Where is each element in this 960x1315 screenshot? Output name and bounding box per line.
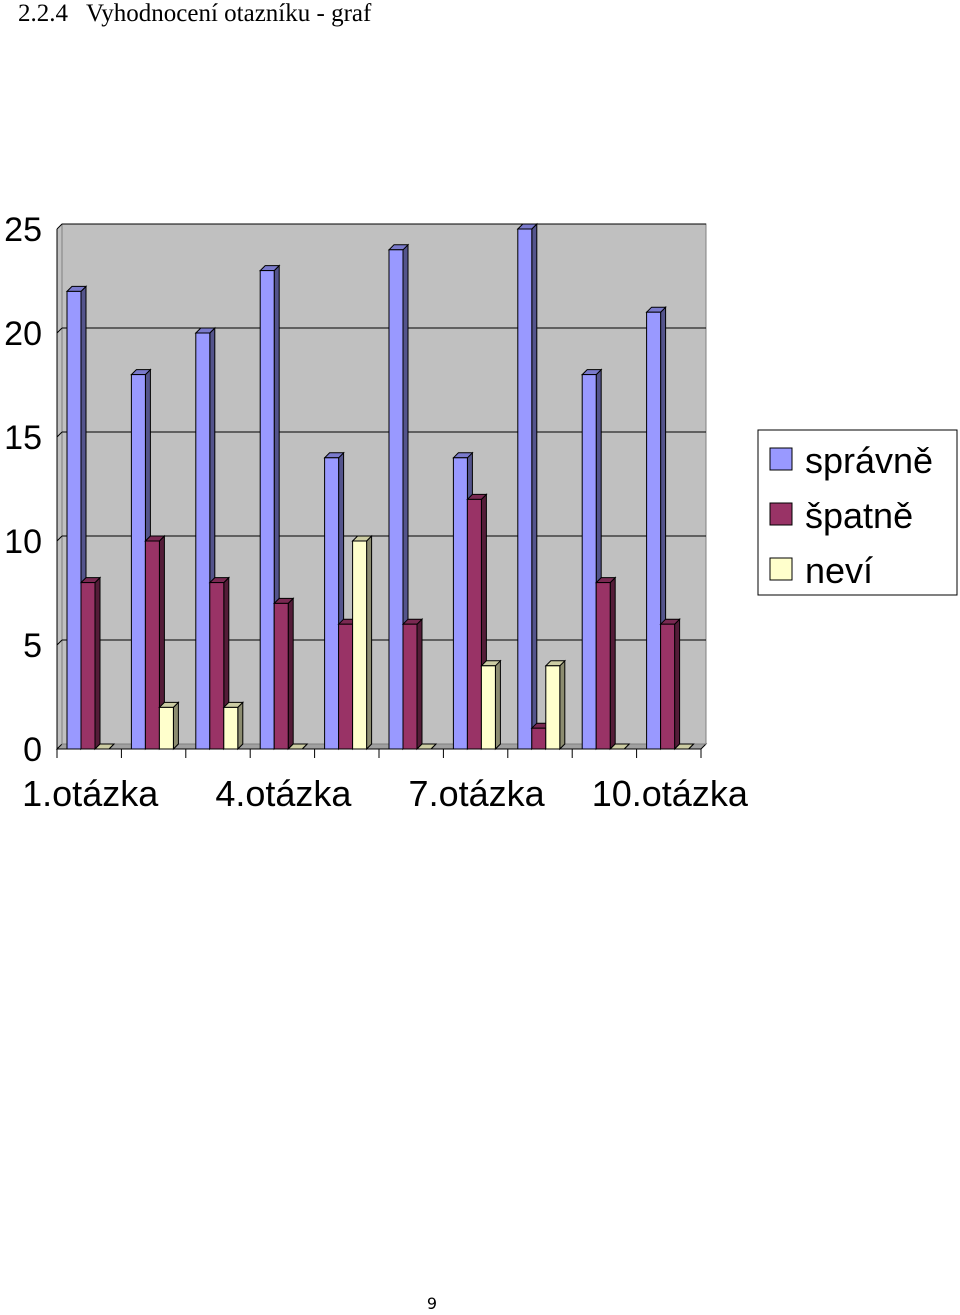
bar-4.otázka-neví: [286, 743, 309, 750]
bar-front: [80, 582, 96, 750]
bar-9.otázka-neví: [608, 743, 631, 750]
bar-side: [609, 576, 616, 751]
bar-10.otázka-neví: [673, 743, 695, 750]
bar-side: [494, 659, 501, 751]
bar-5.otázka-neví: [351, 534, 373, 751]
bar-front: [452, 457, 468, 750]
bar-front: [66, 290, 82, 750]
bar-3.otázka-neví: [222, 701, 245, 751]
bar-front: [402, 623, 418, 750]
bar-front: [209, 582, 225, 750]
bar-front: [545, 665, 561, 750]
bar-front: [480, 665, 496, 750]
y-tick-label: 0: [23, 731, 42, 769]
x-tick-label: 4.otázka: [215, 773, 352, 814]
y-tick-label: 10: [4, 523, 42, 561]
legend-swatch: [769, 447, 793, 471]
gridline: [56, 639, 63, 646]
bar-front: [388, 249, 404, 750]
bar-4.otázka-špatně: [272, 597, 295, 751]
bar-front: [223, 706, 239, 750]
bar-side: [237, 701, 244, 751]
x-tick-label: 1.otázka: [22, 773, 159, 814]
bar-front: [352, 540, 368, 750]
bar-6.otázka-špatně: [401, 617, 424, 751]
bar-side: [94, 576, 101, 751]
y-tick-label: 20: [4, 315, 42, 353]
gridline: [56, 327, 63, 334]
bar-side: [366, 534, 373, 751]
bar-1.otázka-špatně: [79, 576, 102, 751]
bar-front: [273, 602, 289, 750]
bar-front: [144, 540, 160, 750]
section-heading: 2.2.4 Vyhodnocení otazníku - graf: [18, 0, 371, 28]
bar-front: [158, 706, 174, 750]
legend: správně špatně neví: [757, 429, 958, 596]
gridline: [56, 535, 63, 542]
bar-2.otázka-špatně: [144, 534, 166, 751]
bar-front: [259, 270, 275, 750]
gridline: [56, 223, 63, 230]
bar-front: [195, 332, 211, 750]
bar-side: [416, 617, 423, 751]
bar-front: [338, 623, 354, 750]
legend-swatch: [769, 502, 793, 526]
legend-label: neví: [805, 550, 873, 591]
bar-front: [324, 457, 340, 750]
bar-front: [646, 311, 662, 750]
bar-7.otázka-neví: [480, 659, 502, 751]
bar-9.otázka-špatně: [594, 576, 617, 751]
section-number: 2.2.4: [18, 0, 68, 27]
legend-label: správně: [805, 440, 933, 481]
x-tick-label: 7.otázka: [409, 773, 546, 814]
bar-5.otázka-správně: [323, 451, 345, 751]
bar-8.otázka-správně: [516, 222, 539, 751]
bar-front: [595, 582, 611, 750]
bar-8.otázka-neví: [544, 659, 567, 751]
bar-front: [531, 727, 547, 750]
legend-label: špatně: [805, 495, 913, 536]
section-title: Vyhodnocení otazníku - graf: [86, 0, 372, 27]
y-tick-label: 5: [23, 627, 42, 665]
bar-front: [517, 228, 533, 750]
x-tick-label: 10.otázka: [592, 773, 749, 814]
bar-side: [531, 222, 538, 751]
bar-side: [287, 597, 294, 751]
bar-10.otázka-špatně: [659, 617, 681, 751]
bar-chart: 0 5 10 15 20 25 1.otázka 4.otázka 7.otázka 10.otá…: [4, 211, 958, 814]
bar-2.otázka-neví: [158, 701, 180, 751]
y-tick-label: 25: [4, 211, 42, 249]
y-tick-label: 15: [4, 419, 42, 457]
bar-front: [130, 374, 146, 750]
bar-front: [466, 498, 482, 750]
bar-front: [660, 623, 676, 750]
gridline: [56, 431, 63, 438]
legend-swatch: [769, 557, 793, 581]
bar-side: [172, 701, 179, 751]
page-number: 9: [426, 1294, 438, 1313]
bar-side: [559, 659, 566, 751]
bar-front: [581, 374, 597, 750]
bar-side: [674, 617, 681, 751]
